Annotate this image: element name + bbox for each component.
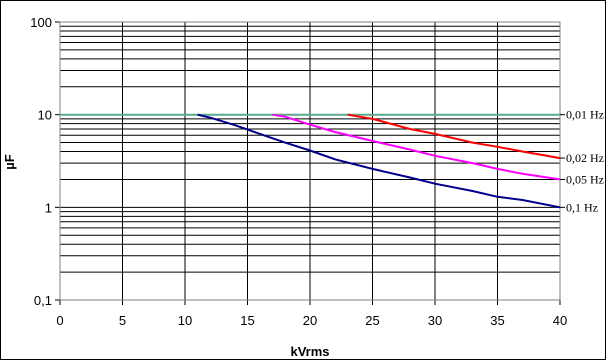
x-tick-labels: 0 5 10 15 20 25 30 35 40: [56, 313, 567, 328]
x-tick-label: 15: [240, 313, 254, 328]
series-layer: [60, 113, 561, 209]
x-axis-title: kVrms: [290, 344, 329, 359]
series-label-1: 0,02 Hz: [566, 151, 604, 165]
series-label-3: 0,1 Hz: [566, 200, 598, 214]
series-label-0: 0,01 Hz: [566, 108, 604, 122]
y-tick-label: 10: [38, 108, 52, 123]
series-line-2: [272, 113, 561, 181]
series-line-1: [347, 113, 561, 160]
y-tick-label: 1: [45, 200, 52, 215]
y-tick-label: 100: [30, 15, 52, 30]
x-tick-label: 10: [178, 313, 192, 328]
x-tick-label: 25: [365, 313, 379, 328]
y-tick-label: 0,1: [34, 293, 52, 308]
plot-area: [59, 21, 561, 301]
x-tick-label: 0: [56, 313, 63, 328]
x-tick-label: 20: [303, 313, 317, 328]
x-tick-label: 40: [553, 313, 567, 328]
x-tick-label: 35: [490, 313, 504, 328]
y-axis-title: µF: [2, 154, 17, 169]
grid: [55, 21, 561, 305]
x-tick-label: 5: [119, 313, 126, 328]
series-labels: 0,01 Hz 0,02 Hz 0,05 Hz 0,1 Hz: [560, 108, 604, 214]
series-label-2: 0,05 Hz: [566, 172, 604, 186]
x-tick-label: 30: [428, 313, 442, 328]
series-line-3: [197, 113, 561, 209]
y-tick-labels: 0,1 1 10 100: [30, 15, 52, 308]
